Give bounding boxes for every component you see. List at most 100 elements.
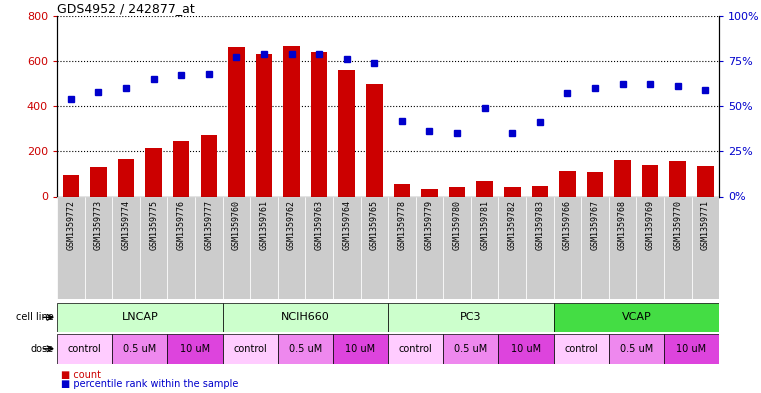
Bar [57,196,84,299]
Text: PC3: PC3 [460,312,482,322]
Text: GSM1359780: GSM1359780 [453,200,462,250]
Bar [283,46,300,196]
Bar [361,196,388,299]
Text: GSM1359783: GSM1359783 [535,200,544,250]
Bar [553,334,609,364]
Bar [366,83,383,196]
Bar [531,186,548,196]
Bar [581,196,609,299]
Bar [113,196,140,299]
Bar [57,303,222,332]
Text: 0.5 uM: 0.5 uM [288,344,322,354]
Text: GSM1359764: GSM1359764 [342,200,352,250]
Bar [670,162,686,196]
Text: 0.5 uM: 0.5 uM [454,344,488,354]
Bar [222,196,250,299]
Bar [256,54,272,196]
Bar [449,187,465,196]
Text: GSM1359766: GSM1359766 [563,200,572,250]
Bar [642,165,658,196]
Bar [228,47,244,196]
Text: GSM1359769: GSM1359769 [645,200,654,250]
Text: GSM1359777: GSM1359777 [204,200,213,250]
Text: ■ percentile rank within the sample: ■ percentile rank within the sample [61,379,238,389]
Bar [553,196,581,299]
Bar [388,196,416,299]
Text: GSM1359761: GSM1359761 [260,200,269,250]
Bar [697,166,714,196]
Text: GSM1359776: GSM1359776 [177,200,186,250]
Bar [200,136,217,196]
Text: GSM1359772: GSM1359772 [66,200,75,250]
Bar [140,196,167,299]
Text: control: control [68,344,101,354]
Bar [250,196,278,299]
Bar [333,196,361,299]
Bar [498,196,526,299]
Text: GDS4952 / 242877_at: GDS4952 / 242877_at [57,2,195,15]
Bar [167,196,195,299]
Bar [167,334,222,364]
Bar [339,70,355,196]
Bar [609,334,664,364]
Text: cell line: cell line [15,312,53,322]
Text: GSM1359768: GSM1359768 [618,200,627,250]
Bar [393,184,410,196]
Bar [278,196,305,299]
Bar [333,334,388,364]
Text: GSM1359779: GSM1359779 [425,200,434,250]
Bar [305,196,333,299]
Bar [195,196,222,299]
Text: control: control [234,344,267,354]
Bar [173,141,189,196]
Bar [222,303,388,332]
Text: GSM1359781: GSM1359781 [480,200,489,250]
Text: GSM1359765: GSM1359765 [370,200,379,250]
Text: control: control [565,344,598,354]
Bar [636,196,664,299]
Text: GSM1359771: GSM1359771 [701,200,710,250]
Bar [222,334,278,364]
Bar [310,52,327,196]
Bar [416,196,443,299]
Text: GSM1359773: GSM1359773 [94,200,103,250]
Text: dose: dose [30,344,53,354]
Text: GSM1359760: GSM1359760 [232,200,241,250]
Bar [443,196,471,299]
Text: GSM1359770: GSM1359770 [673,200,683,250]
Text: GSM1359774: GSM1359774 [122,200,131,250]
Bar [504,187,521,196]
Bar [145,148,162,196]
Bar [62,175,79,196]
Bar [57,334,113,364]
Bar [559,171,575,196]
Text: 10 uM: 10 uM [677,344,707,354]
Text: GSM1359767: GSM1359767 [591,200,600,250]
Bar [421,189,438,196]
Text: LNCAP: LNCAP [122,312,158,322]
Bar [471,196,498,299]
Text: 10 uM: 10 uM [511,344,541,354]
Text: GSM1359762: GSM1359762 [287,200,296,250]
Bar [476,181,493,196]
Text: VCAP: VCAP [622,312,651,322]
Text: 0.5 uM: 0.5 uM [619,344,653,354]
Text: NCIH660: NCIH660 [281,312,330,322]
Bar [90,167,107,196]
Bar [118,159,134,196]
Text: GSM1359782: GSM1359782 [508,200,517,250]
Text: 10 uM: 10 uM [180,344,210,354]
Text: 0.5 uM: 0.5 uM [123,344,157,354]
Bar [388,303,553,332]
Bar [498,334,553,364]
Bar [388,334,443,364]
Text: GSM1359775: GSM1359775 [149,200,158,250]
Bar [587,172,603,196]
Bar [278,334,333,364]
Text: control: control [399,344,432,354]
Bar [609,196,636,299]
Bar [84,196,113,299]
Bar [553,303,719,332]
Bar [443,334,498,364]
Text: GSM1359778: GSM1359778 [397,200,406,250]
